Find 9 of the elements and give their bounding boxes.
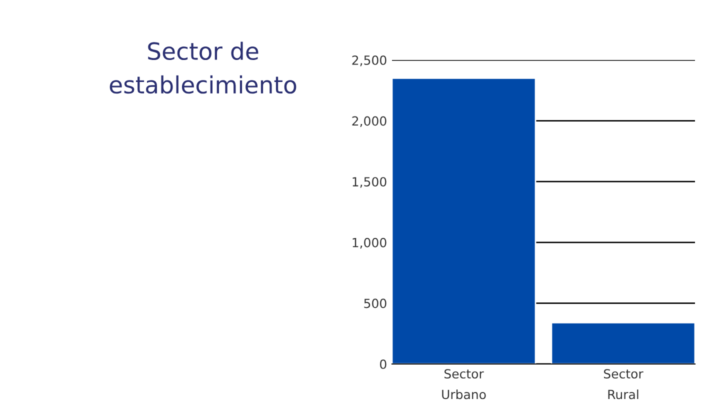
- y-tick-label: 1,500: [352, 177, 386, 188]
- x-tick-label: Sector Urbano: [442, 369, 486, 400]
- y-tick-label: 500: [364, 298, 386, 308]
- y-tick-label: 2,500: [352, 55, 386, 66]
- y-tick-label: 0: [380, 359, 386, 369]
- y-tick-label: 2,000: [352, 116, 386, 127]
- text: Sector de establecimiento: [110, 42, 296, 94]
- y-tick-label: 1,000: [352, 238, 386, 249]
- x-tick-label: Sector Rural: [604, 369, 644, 400]
